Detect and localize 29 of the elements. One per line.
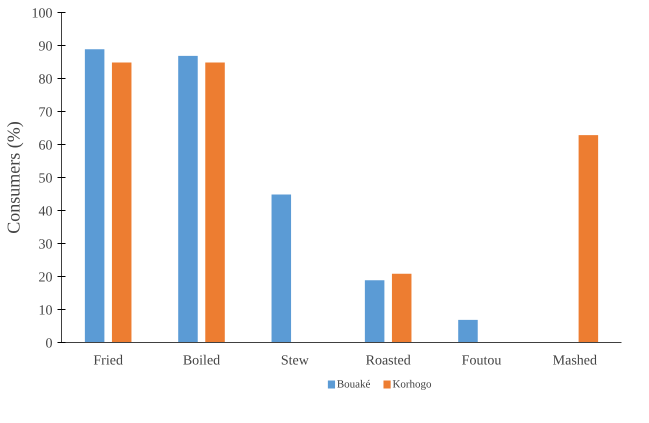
y-tick-label: 30 — [38, 238, 52, 252]
x-tick-label: Fried — [93, 354, 123, 368]
y-tick-label: 50 — [38, 172, 52, 186]
y-tick-label: 80 — [38, 72, 52, 88]
y-tick-label: 90 — [38, 40, 52, 54]
y-tick-label: 100 — [32, 6, 52, 22]
bar — [390, 272, 412, 342]
bar — [204, 62, 226, 342]
y-axis-title: Consumers (%) — [4, 121, 24, 234]
bar — [270, 194, 292, 342]
y-tick-label: 10 — [38, 304, 52, 318]
x-tick-label: Mashed — [552, 354, 597, 368]
bar — [110, 62, 132, 342]
x-tick-label: Stew — [280, 354, 310, 368]
bar — [578, 134, 600, 342]
x-tick-label: Boiled — [182, 354, 220, 368]
y-tick-label: 60 — [38, 138, 52, 154]
y-tick-label: 0 — [46, 336, 52, 352]
y-tick-label: 40 — [38, 204, 52, 220]
legend-label: Bouaké — [336, 378, 371, 390]
y-tick-label: 70 — [38, 106, 52, 120]
bar — [84, 48, 106, 342]
bar — [457, 318, 479, 342]
y-tick-label: 20 — [38, 270, 52, 286]
bar — [364, 279, 386, 342]
x-tick-label: Foutou — [462, 354, 502, 368]
x-tick-label: Roasted — [366, 354, 411, 368]
bar — [177, 54, 199, 342]
legend-label: Korhogo — [392, 378, 432, 390]
